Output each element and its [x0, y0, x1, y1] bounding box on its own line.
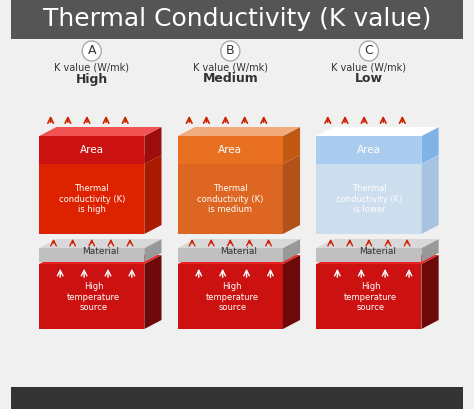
Polygon shape [178, 239, 300, 248]
FancyBboxPatch shape [10, 0, 464, 39]
Circle shape [359, 41, 378, 61]
Text: Material: Material [359, 247, 396, 256]
Polygon shape [316, 155, 438, 164]
Polygon shape [316, 239, 438, 248]
Text: Low: Low [355, 72, 383, 85]
Polygon shape [316, 255, 438, 264]
Text: High
temperature
source: High temperature source [67, 282, 120, 312]
Text: K value (W/mk): K value (W/mk) [331, 62, 406, 72]
Polygon shape [178, 127, 300, 136]
Text: C: C [365, 45, 373, 58]
Polygon shape [178, 264, 283, 329]
Polygon shape [39, 136, 144, 164]
Text: High: High [76, 72, 108, 85]
Polygon shape [421, 155, 438, 234]
Polygon shape [316, 136, 421, 164]
Text: Material: Material [220, 247, 257, 256]
Text: High
temperature
source: High temperature source [344, 282, 397, 312]
Text: Area: Area [357, 145, 381, 155]
Text: Thermal
conductivity (K)
is high: Thermal conductivity (K) is high [59, 184, 125, 214]
Polygon shape [39, 255, 162, 264]
Text: A: A [88, 45, 96, 58]
Polygon shape [421, 127, 438, 164]
Text: Area: Area [219, 145, 242, 155]
Polygon shape [421, 239, 438, 262]
Text: K value (W/mk): K value (W/mk) [54, 62, 129, 72]
Polygon shape [178, 136, 283, 164]
FancyBboxPatch shape [10, 387, 464, 409]
Text: Thermal Conductivity (K value): Thermal Conductivity (K value) [43, 7, 431, 31]
Polygon shape [144, 155, 162, 234]
Polygon shape [178, 255, 300, 264]
Polygon shape [316, 248, 421, 262]
Polygon shape [178, 164, 283, 234]
Polygon shape [39, 127, 162, 136]
Polygon shape [39, 164, 144, 234]
Polygon shape [39, 155, 162, 164]
Circle shape [82, 41, 101, 61]
Polygon shape [178, 155, 300, 164]
Polygon shape [316, 164, 421, 234]
Text: Thermal
conductivity (K)
is lower: Thermal conductivity (K) is lower [336, 184, 402, 214]
Text: Medium: Medium [202, 72, 258, 85]
Polygon shape [316, 127, 438, 136]
Text: Thermal
conductivity (K)
is medium: Thermal conductivity (K) is medium [197, 184, 264, 214]
Text: Area: Area [80, 145, 104, 155]
Polygon shape [178, 248, 283, 262]
Polygon shape [283, 255, 300, 329]
Text: K value (W/mk): K value (W/mk) [193, 62, 268, 72]
Polygon shape [316, 264, 421, 329]
Polygon shape [39, 248, 144, 262]
Polygon shape [39, 239, 162, 248]
Polygon shape [283, 155, 300, 234]
Polygon shape [144, 239, 162, 262]
Circle shape [221, 41, 240, 61]
Polygon shape [144, 127, 162, 164]
Polygon shape [144, 255, 162, 329]
Text: Material: Material [82, 247, 119, 256]
Text: High
temperature
source: High temperature source [206, 282, 259, 312]
Polygon shape [421, 255, 438, 329]
Polygon shape [283, 127, 300, 164]
Text: B: B [226, 45, 235, 58]
Polygon shape [283, 239, 300, 262]
Polygon shape [39, 264, 144, 329]
